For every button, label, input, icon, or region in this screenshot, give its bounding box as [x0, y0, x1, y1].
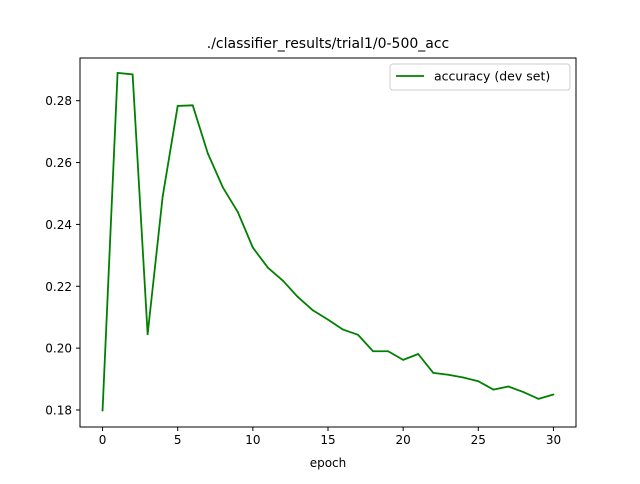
x-tick-label: 15	[320, 433, 335, 447]
data-point	[522, 391, 525, 393]
data-point	[492, 388, 495, 391]
data-point	[402, 358, 405, 361]
data-point	[462, 376, 465, 379]
legend: accuracy (dev set)	[389, 63, 571, 91]
data-point	[507, 385, 510, 388]
data-point	[372, 350, 374, 353]
data-point	[342, 328, 344, 331]
x-tick-label: 10	[245, 433, 260, 447]
data-point	[447, 373, 450, 376]
chart-title: ./classifier_results/trial1/0-500_acc	[207, 36, 450, 52]
x-tick-label: 5	[174, 433, 182, 447]
data-point	[206, 152, 209, 155]
data-point	[432, 371, 435, 374]
y-tick-label: 0.28	[45, 94, 72, 108]
data-point	[101, 409, 104, 412]
x-tick-label: 0	[99, 433, 107, 447]
x-tick-label: 25	[471, 433, 486, 447]
y-tick-label: 0.20	[45, 342, 72, 356]
y-tick-label: 0.26	[45, 156, 72, 170]
data-point	[236, 211, 239, 213]
x-tick-label: 20	[396, 433, 411, 447]
data-point	[191, 104, 194, 107]
plot-area: 0 5 10 15 20 25 30 0.18 0.20 0.22 0.24 0.26 0.28	[45, 71, 561, 447]
y-tick-label: 0.24	[45, 218, 72, 232]
data-point	[357, 333, 359, 336]
data-point	[477, 380, 480, 383]
x-tick-label: 30	[546, 433, 561, 447]
data-point	[327, 318, 329, 321]
y-tick-label: 0.22	[45, 280, 72, 294]
series-line	[101, 71, 554, 411]
y-tick-label: 0.18	[45, 403, 72, 417]
data-point	[312, 309, 314, 312]
legend-label: accuracy (dev set)	[434, 69, 550, 84]
data-point	[116, 71, 119, 74]
data-point	[251, 246, 254, 249]
data-point	[417, 353, 420, 355]
x-axis-label: epoch	[310, 456, 347, 470]
data-point	[161, 195, 164, 198]
data-point	[176, 105, 179, 107]
data-point	[221, 186, 224, 189]
legend-box	[389, 63, 571, 91]
data-point	[387, 350, 390, 353]
data-point	[552, 393, 555, 396]
data-point	[146, 333, 149, 336]
data-point	[266, 266, 269, 269]
data-point	[537, 397, 540, 400]
data-point	[297, 296, 299, 298]
data-point	[131, 73, 134, 76]
axes-frame	[79, 57, 577, 428]
data-point	[282, 279, 284, 282]
